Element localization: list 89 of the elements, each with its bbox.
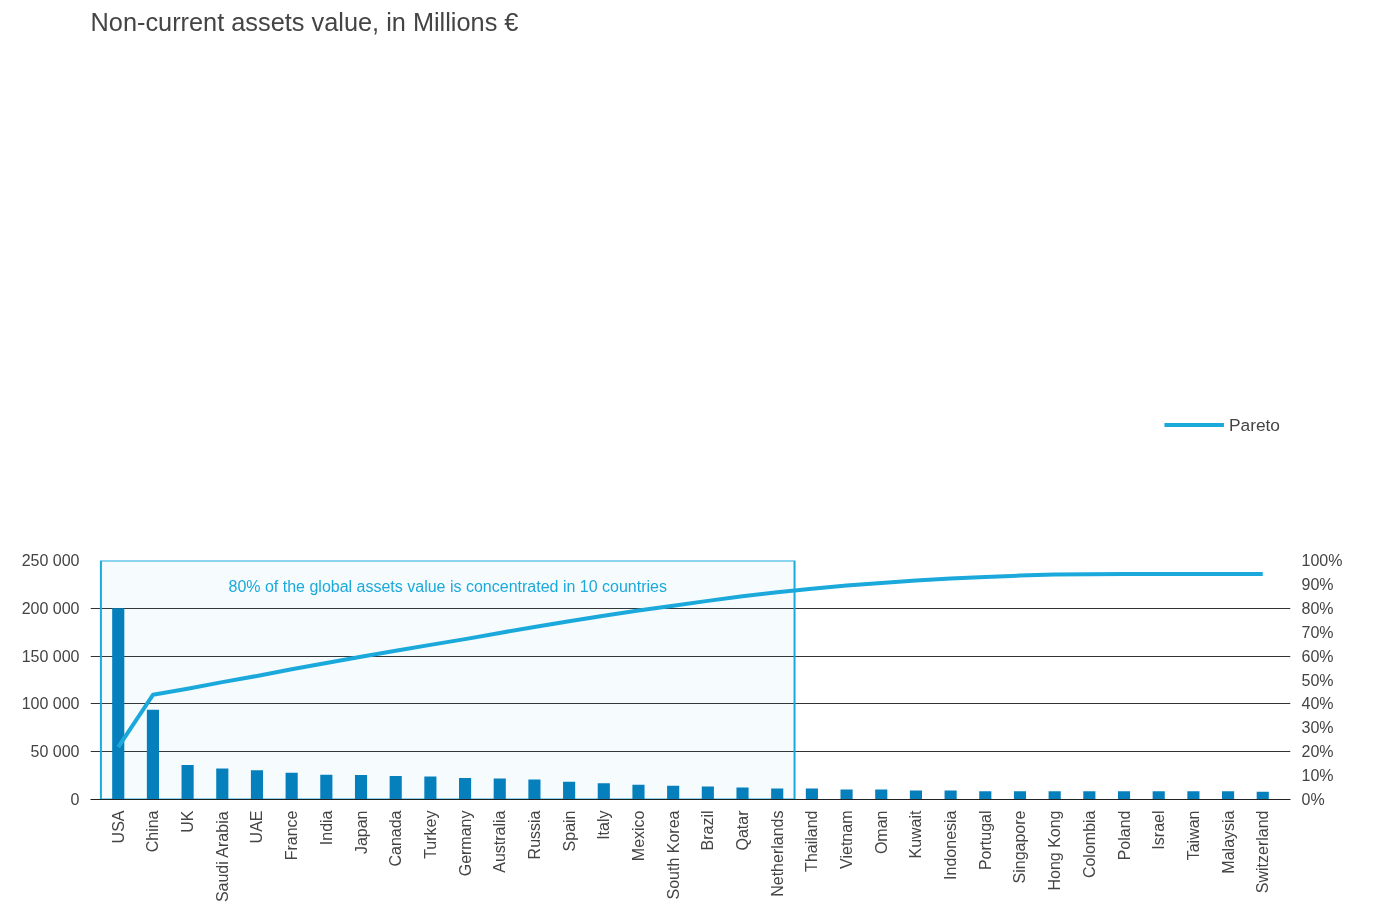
x-tick-label: Vietnam xyxy=(838,810,856,869)
y2-tick-label: 40% xyxy=(1301,695,1334,713)
bar xyxy=(1048,791,1061,800)
x-tick-label: Colombia xyxy=(1080,810,1098,879)
y2-tick-label: 90% xyxy=(1301,575,1334,593)
bar xyxy=(979,791,992,800)
x-tick-label: Kuwait xyxy=(907,809,925,859)
x-tick-label: India xyxy=(317,810,335,846)
bar xyxy=(112,608,125,800)
bar xyxy=(944,790,957,800)
x-tick-label: Spain xyxy=(560,810,578,852)
y2-tick-label: 30% xyxy=(1301,719,1334,737)
bar xyxy=(1187,791,1200,800)
bar xyxy=(181,765,194,800)
x-tick-label: Portugal xyxy=(976,810,994,871)
x-tick-label: Italy xyxy=(595,810,613,840)
bar xyxy=(389,776,402,800)
bar xyxy=(459,777,472,800)
x-tick-label: Poland xyxy=(1115,810,1133,861)
x-tick-label: China xyxy=(144,810,162,853)
x-tick-label: Thailand xyxy=(803,810,821,872)
x-tick-label: France xyxy=(283,810,301,861)
x-tick-label: Oman xyxy=(872,810,890,855)
x-tick-label: Singapore xyxy=(1011,810,1029,884)
y-tick-label: 250 000 xyxy=(21,552,80,569)
bar xyxy=(424,776,437,800)
y2-tick-label: 20% xyxy=(1301,743,1334,761)
y2-tick-label: 50% xyxy=(1301,671,1334,689)
x-tick-label: Brazil xyxy=(699,810,717,851)
y-tick-label: 0 xyxy=(70,791,80,808)
x-tick-label: South Korea xyxy=(664,810,682,900)
line-series xyxy=(116,571,1265,750)
x-tick-label: Japan xyxy=(352,810,370,855)
y2-tick-label: 100% xyxy=(1301,552,1343,569)
bar xyxy=(632,784,645,800)
bar xyxy=(528,779,541,800)
x-tick-label: UK xyxy=(179,810,197,833)
x-tick-label: Netherlands xyxy=(768,810,786,897)
bar xyxy=(736,787,749,800)
y-tick-label: 150 000 xyxy=(21,647,80,665)
y-tick-label: 200 000 xyxy=(21,599,80,617)
bar xyxy=(1117,791,1131,800)
band-label: 80% of the global assets value is concentrated in 10 countries xyxy=(228,577,667,595)
y2-tick-label: 80% xyxy=(1301,599,1334,617)
y2-tick-label: 0% xyxy=(1301,791,1325,808)
bar xyxy=(1083,791,1096,800)
x-tick-label: Indonesia xyxy=(942,810,960,880)
bar xyxy=(320,774,333,800)
x-tick-label: Taiwan xyxy=(1184,810,1202,861)
x-tick-label: Israel xyxy=(1150,810,1168,850)
x-tick-label: Germany xyxy=(456,810,474,877)
bar xyxy=(216,768,229,800)
bar xyxy=(493,778,506,800)
x-tick-label: Canada xyxy=(387,810,405,867)
x-tick-label: Saudi Arabia xyxy=(213,811,231,903)
bar xyxy=(597,783,610,800)
x-tick-label: Malaysia xyxy=(1219,810,1237,874)
bar xyxy=(909,790,922,800)
x-tick-label: Qatar xyxy=(734,809,752,851)
y2-tick-label: 60% xyxy=(1301,647,1334,665)
bar xyxy=(146,709,159,800)
bar xyxy=(1152,791,1165,800)
x-tick-label: Russia xyxy=(525,810,543,860)
bar xyxy=(771,788,784,800)
x-tick-label: USA xyxy=(109,810,127,844)
bar xyxy=(805,788,818,800)
y-tick-label: 50 000 xyxy=(30,743,80,761)
bar xyxy=(1013,791,1027,800)
legend-label: Pareto xyxy=(1228,414,1280,436)
x-tick-label: Australia xyxy=(491,810,509,873)
bar xyxy=(701,786,714,800)
y-tick-label: 100 000 xyxy=(21,695,80,713)
bar xyxy=(563,781,576,800)
x-tick-label: UAE xyxy=(248,810,266,844)
bar xyxy=(840,789,853,800)
y2-tick-label: 70% xyxy=(1301,623,1334,641)
x-tick-label: Turkey xyxy=(421,810,439,859)
bar xyxy=(285,772,298,800)
x-tick-label: Mexico xyxy=(629,810,647,862)
bar xyxy=(250,770,264,800)
x-tick-label: Hong Kong xyxy=(1046,810,1064,891)
y2-tick-label: 10% xyxy=(1301,767,1334,785)
bar xyxy=(1256,791,1269,800)
bar xyxy=(875,789,888,800)
bar xyxy=(354,775,368,800)
chart-title: Non-current assets value, in Millions € xyxy=(90,7,519,36)
bar xyxy=(1222,791,1235,800)
x-tick-label: Switzerland xyxy=(1254,810,1272,894)
bar xyxy=(667,785,680,800)
